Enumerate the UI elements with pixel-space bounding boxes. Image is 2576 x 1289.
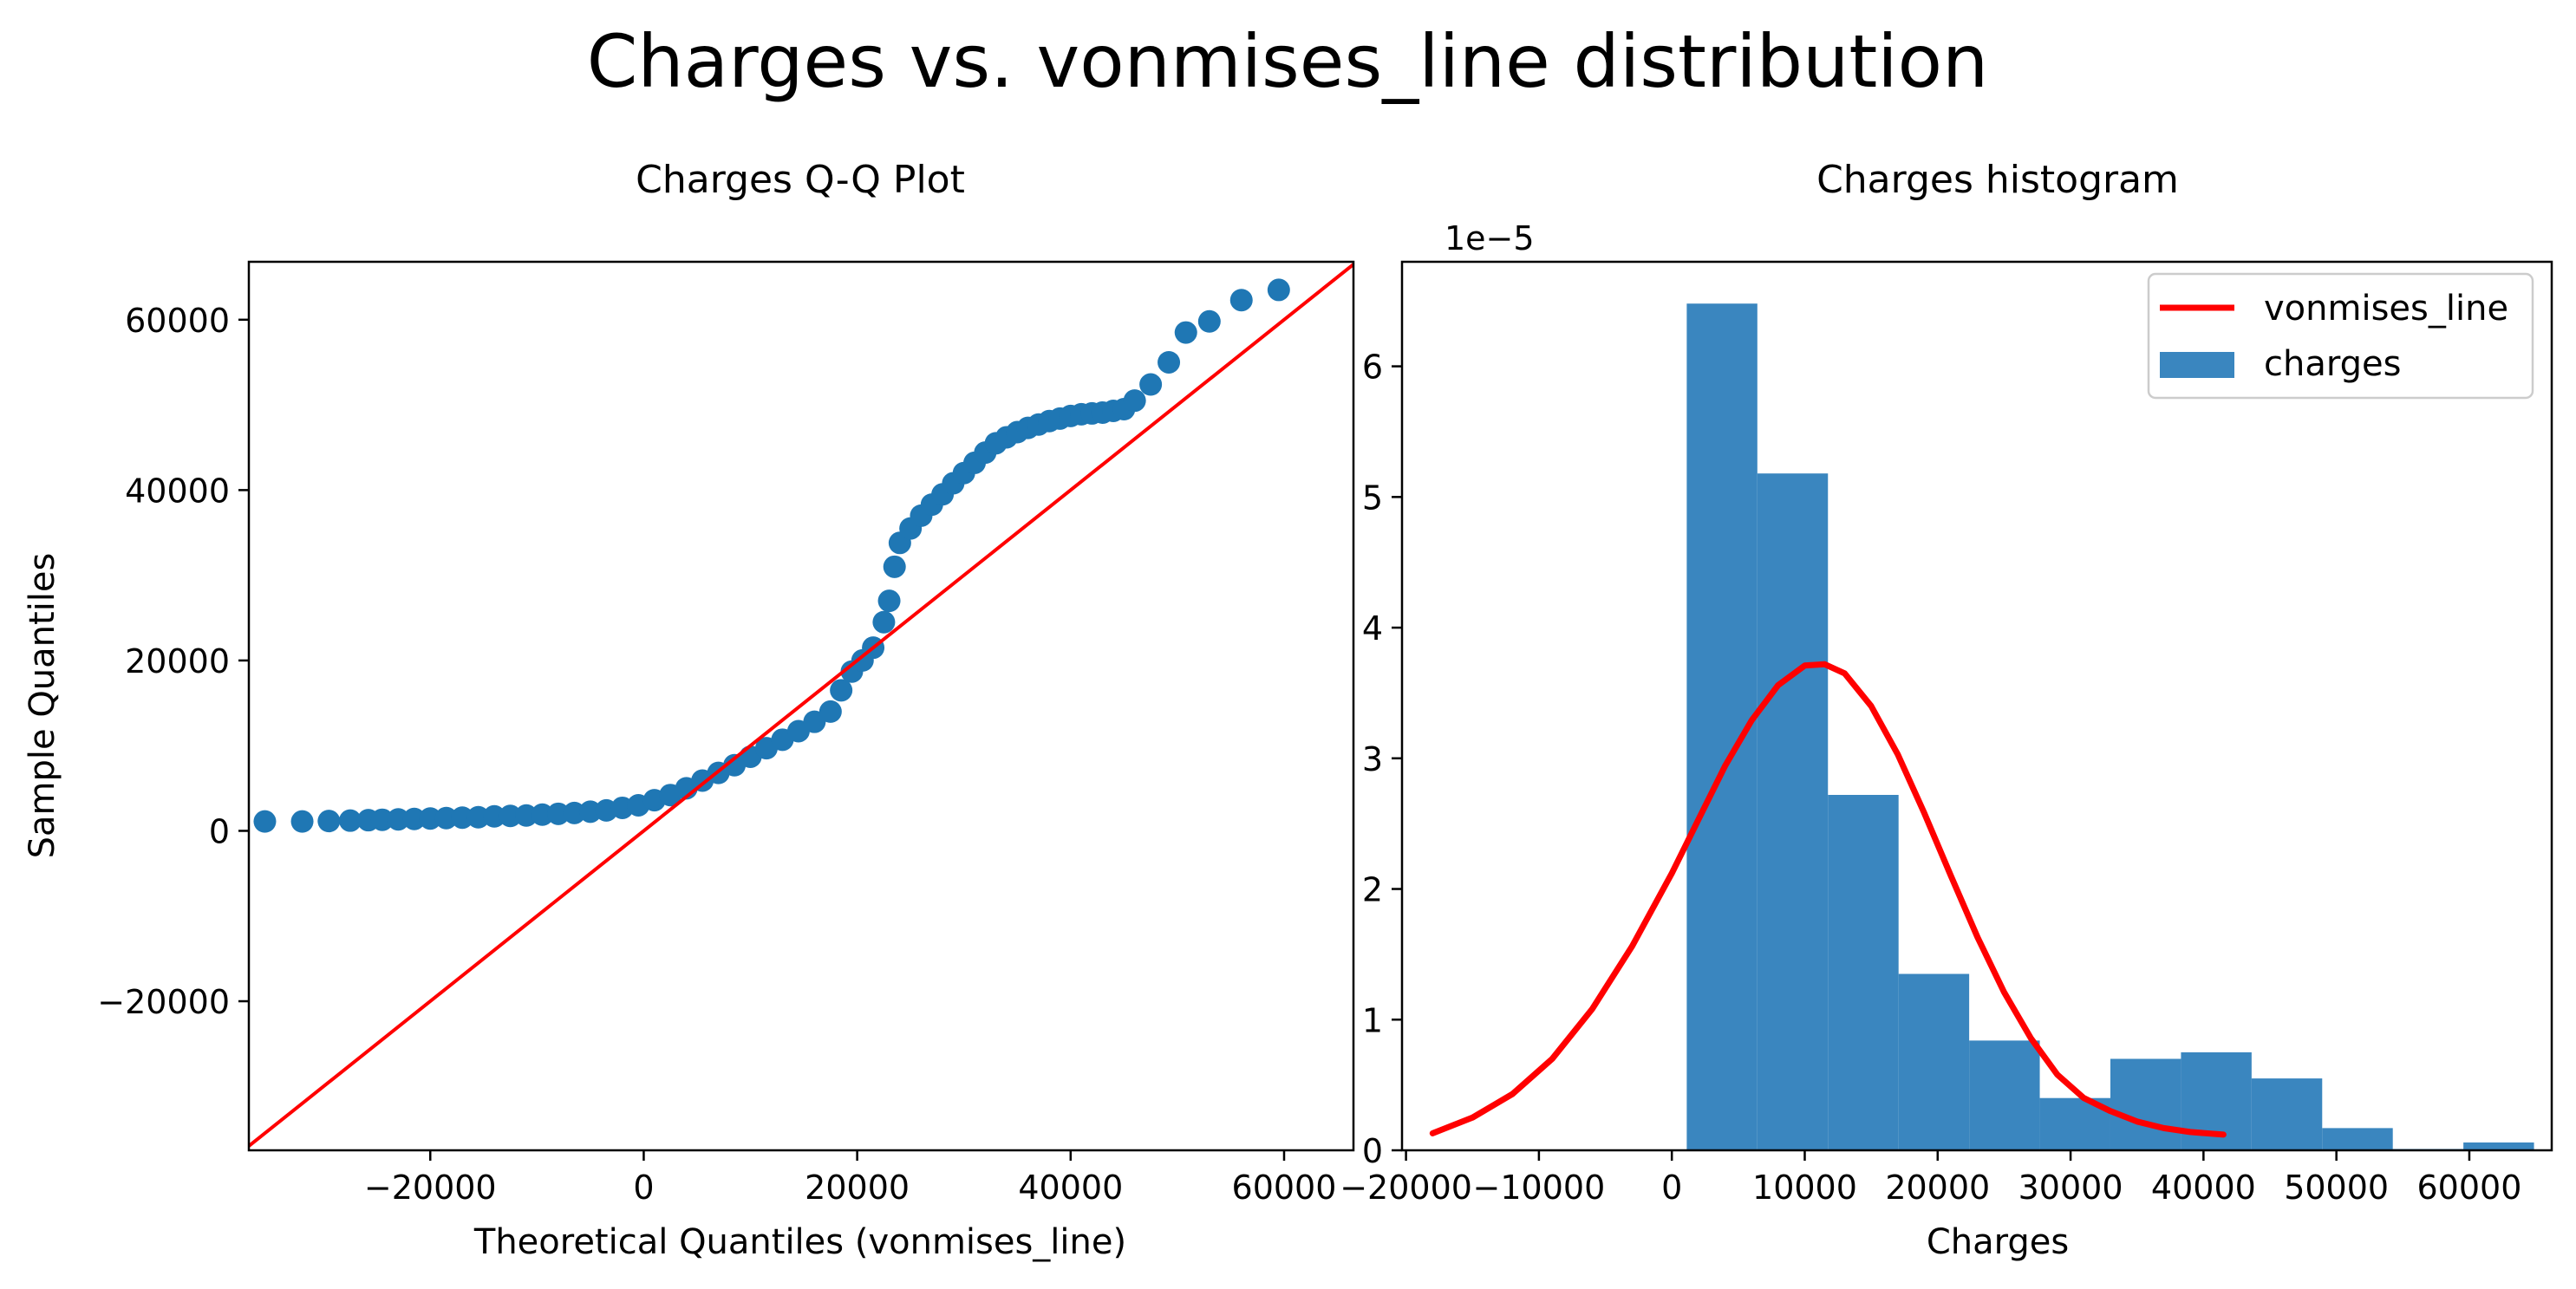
histogram-x-tick-label: 60000 (2417, 1169, 2522, 1207)
histogram-frame (1400, 260, 2553, 1152)
histogram-title: Charges histogram (1816, 158, 2179, 202)
vonmises-line (1429, 661, 2227, 1138)
histogram-x-tick-label: 20000 (1885, 1169, 1990, 1207)
histogram-y-offset-label: 1e−5 (1445, 219, 1535, 257)
qq-point (387, 808, 410, 831)
qq-y-tick-label: 40000 (125, 472, 230, 510)
qq-x-tick-label: 20000 (805, 1169, 910, 1207)
qq-point (877, 589, 901, 613)
histogram-x-tick-label: −20000 (1340, 1169, 1472, 1207)
qq-point (1197, 309, 1221, 333)
qq-y-tick-label: 20000 (125, 642, 230, 680)
histogram-bar (2322, 1128, 2393, 1150)
qq-y-tick-label: 60000 (125, 302, 230, 340)
histogram-bar (2110, 1058, 2181, 1150)
qq-point (434, 806, 458, 830)
qq-y-tick-label: 0 (209, 812, 230, 850)
histogram-y-tick-label: 5 (1362, 478, 1383, 517)
qq-plot-frame (247, 260, 1355, 1152)
qq-y-axis-label: Sample Quantiles (23, 553, 62, 859)
histogram-x-tick-label: 0 (1661, 1169, 1682, 1207)
histogram-y-tick-label: 0 (1362, 1132, 1383, 1170)
qq-point (1158, 350, 1181, 374)
histogram-bar (1828, 795, 1899, 1150)
qq-data-layer (249, 263, 1353, 1148)
qq-point (466, 805, 490, 829)
histogram-x-tick-label: 50000 (2284, 1169, 2389, 1207)
histogram-bar (1898, 973, 1970, 1150)
qq-point (803, 710, 826, 733)
qq-point (451, 806, 474, 830)
qq-point (483, 804, 506, 828)
qq-point (818, 700, 842, 723)
histogram-plot-area (1429, 303, 2534, 1150)
qq-point (370, 808, 394, 831)
histogram-x-tick-label: −10000 (1473, 1169, 1606, 1207)
histogram-x-ticks: −20000 −10000 0 10000 20000 30000 40000 50000 60… (1340, 1150, 2521, 1207)
histogram-panel: Charges histogram 1e−5 −20000 −10000 0 1000… (1340, 158, 2553, 1262)
qq-point (1123, 389, 1146, 413)
histogram-x-tick-label: 40000 (2151, 1169, 2256, 1207)
qq-point (290, 810, 314, 833)
histogram-x-tick-label: 10000 (1752, 1169, 1857, 1207)
histogram-y-ticks: 0 1 2 3 4 5 6 (1362, 348, 1402, 1170)
qq-x-axis-label: Theoretical Quantiles (vonmises_line) (473, 1222, 1126, 1262)
qq-x-tick-label: 60000 (1232, 1169, 1337, 1207)
qq-point (872, 610, 896, 634)
qq-x-tick-label: 40000 (1018, 1169, 1123, 1207)
histogram-bar (1969, 1040, 2040, 1150)
histogram-y-tick-label: 4 (1362, 609, 1383, 648)
qq-point (253, 810, 277, 833)
figure-title: Charges vs. vonmises_line distribution (587, 19, 1988, 104)
legend-label-vonmises-line: vonmises_line (2264, 289, 2508, 329)
histogram-bar (1757, 473, 1829, 1150)
histogram-bar (2463, 1142, 2534, 1150)
histogram-y-tick-label: 3 (1362, 740, 1383, 778)
qq-point (1139, 373, 1163, 396)
legend-label-charges: charges (2264, 344, 2401, 384)
histogram-x-tick-label: 30000 (2018, 1169, 2123, 1207)
histogram-bar (2251, 1078, 2323, 1150)
histogram-y-tick-label: 2 (1362, 871, 1383, 909)
qq-point (1174, 321, 1197, 344)
qq-point (317, 810, 341, 833)
qq-point (419, 807, 442, 830)
qq-plot-title: Charges Q-Q Plot (636, 158, 965, 202)
qq-reference-line (249, 263, 1353, 1148)
qq-point (402, 807, 426, 830)
qq-point (515, 804, 538, 827)
qq-y-tick-label: −20000 (97, 983, 230, 1021)
qq-y-ticks: −20000 0 20000 40000 60000 (97, 302, 249, 1021)
qq-x-tick-label: 0 (633, 1169, 654, 1207)
qq-point (546, 802, 570, 825)
qq-point (830, 679, 853, 702)
legend-swatch-charges (2160, 352, 2234, 378)
histogram-x-axis-label: Charges (1927, 1222, 2069, 1262)
qq-point (531, 803, 554, 826)
qq-point (1267, 278, 1290, 302)
qq-plot-area (249, 263, 1353, 1148)
qq-x-ticks: −20000 0 20000 40000 60000 (364, 1150, 1337, 1207)
legend-box (2147, 272, 2534, 400)
qq-x-tick-label: −20000 (364, 1169, 497, 1207)
qq-point (883, 555, 906, 578)
qq-point (499, 804, 522, 828)
histogram-y-tick-label: 1 (1362, 1001, 1383, 1039)
qq-point (338, 809, 362, 832)
histogram-legend: vonmises_line charges (2147, 272, 2534, 400)
qq-point (1229, 289, 1253, 312)
histogram-y-tick-label: 6 (1362, 348, 1383, 387)
qq-plot-panel: Charges Q-Q Plot −20000 0 20000 40000 60000 … (23, 158, 1355, 1262)
